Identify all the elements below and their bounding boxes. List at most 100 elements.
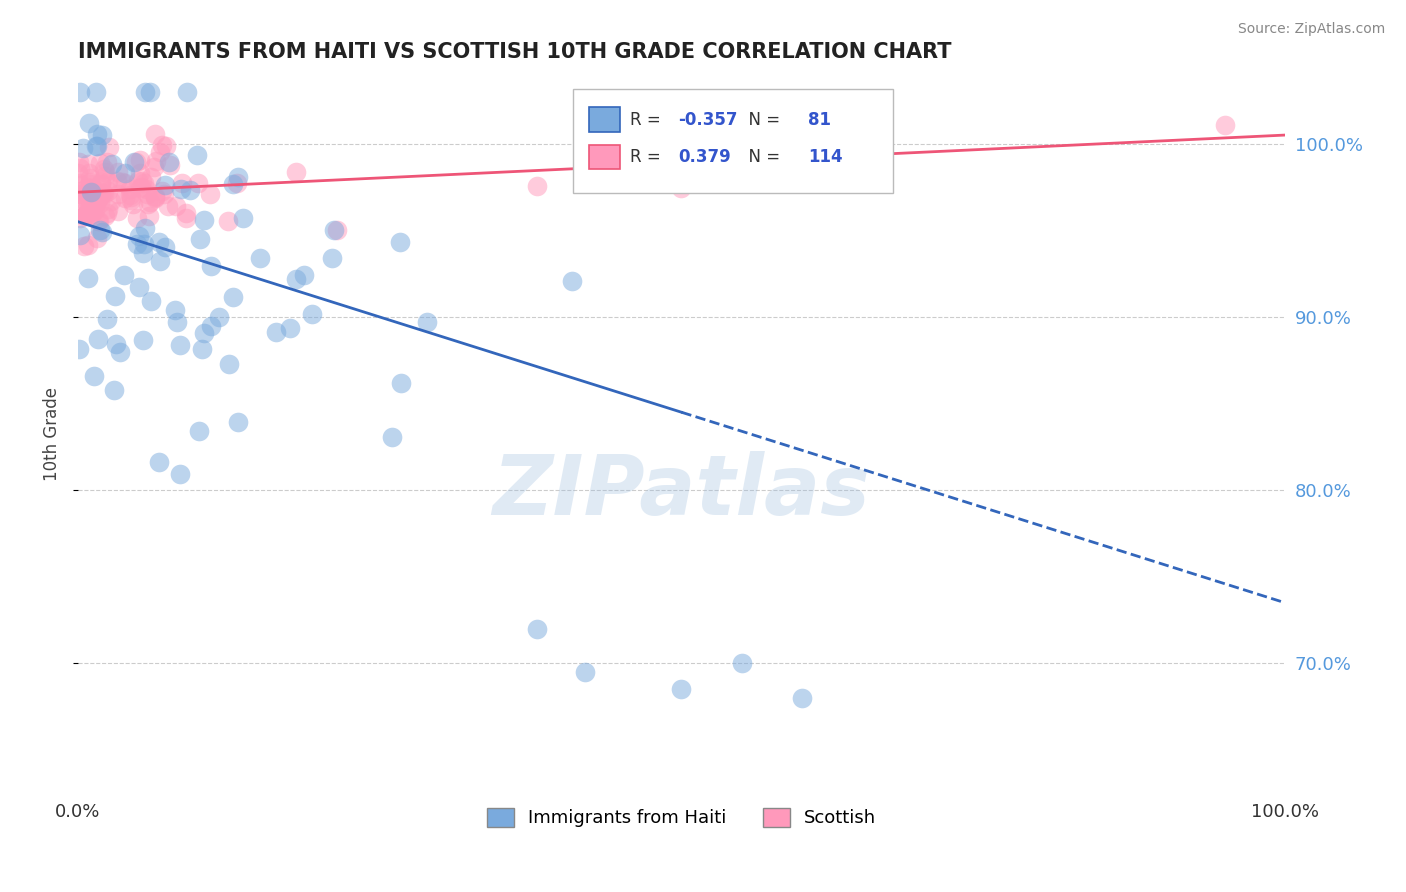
- Point: [77, 186, 100, 201]
- Point: [526, 622, 548, 636]
- Point: [170, 181, 193, 195]
- Point: [108, 344, 131, 359]
- Point: [97, 174, 120, 188]
- FancyBboxPatch shape: [589, 145, 620, 169]
- Point: [89, 156, 111, 170]
- Point: [80, 203, 103, 218]
- Point: [89, 222, 111, 236]
- Point: [84, 139, 107, 153]
- Point: [93, 165, 115, 179]
- Point: [278, 321, 301, 335]
- Text: N =: N =: [738, 148, 786, 166]
- Point: [174, 211, 197, 226]
- Point: [222, 290, 245, 304]
- Point: [91, 128, 114, 143]
- Point: [134, 85, 156, 99]
- Point: [72, 140, 94, 154]
- Point: [90, 187, 112, 202]
- Point: [389, 376, 412, 390]
- Point: [169, 467, 191, 481]
- Point: [143, 127, 166, 141]
- Point: [67, 178, 90, 193]
- Point: [136, 186, 159, 201]
- Point: [77, 166, 100, 180]
- Point: [139, 169, 162, 184]
- Point: [323, 223, 346, 237]
- Point: [139, 195, 162, 210]
- Point: [125, 155, 148, 169]
- Point: [129, 165, 152, 179]
- Point: [145, 189, 167, 203]
- Point: [222, 177, 245, 191]
- Text: R =: R =: [630, 111, 665, 128]
- Point: [321, 252, 343, 266]
- Point: [148, 235, 170, 250]
- Point: [122, 154, 145, 169]
- Point: [149, 254, 172, 268]
- Point: [671, 682, 693, 697]
- Point: [120, 188, 142, 202]
- Point: [75, 207, 97, 221]
- Y-axis label: 10th Grade: 10th Grade: [44, 387, 60, 481]
- Point: [150, 137, 173, 152]
- Point: [77, 204, 100, 219]
- Text: IMMIGRANTS FROM HAITI VS SCOTTISH 10TH GRADE CORRELATION CHART: IMMIGRANTS FROM HAITI VS SCOTTISH 10TH G…: [77, 42, 952, 62]
- Point: [671, 180, 693, 194]
- Point: [165, 199, 187, 213]
- Point: [792, 691, 814, 706]
- Point: [94, 169, 117, 184]
- Point: [416, 315, 439, 329]
- Point: [67, 176, 90, 190]
- Point: [75, 207, 97, 221]
- Point: [73, 239, 96, 253]
- Point: [86, 127, 108, 141]
- Point: [226, 415, 249, 429]
- Point: [114, 176, 136, 190]
- Point: [97, 202, 120, 217]
- Point: [87, 213, 110, 227]
- FancyBboxPatch shape: [589, 108, 620, 132]
- Point: [122, 197, 145, 211]
- Point: [83, 369, 105, 384]
- Point: [157, 154, 180, 169]
- Point: [67, 342, 90, 356]
- Point: [292, 268, 315, 282]
- Point: [104, 337, 127, 351]
- Text: 0.379: 0.379: [678, 148, 731, 166]
- Point: [226, 169, 249, 184]
- Point: [200, 318, 222, 333]
- Point: [218, 358, 240, 372]
- Point: [301, 307, 323, 321]
- Point: [114, 166, 136, 180]
- Point: [125, 211, 148, 225]
- Point: [128, 280, 150, 294]
- Point: [148, 455, 170, 469]
- Point: [77, 238, 100, 252]
- Point: [87, 332, 110, 346]
- Point: [143, 189, 166, 203]
- Point: [731, 657, 754, 671]
- FancyBboxPatch shape: [572, 89, 893, 193]
- Point: [72, 192, 94, 206]
- Point: [188, 232, 211, 246]
- Point: [96, 154, 118, 169]
- Point: [79, 171, 101, 186]
- Point: [79, 175, 101, 189]
- Point: [114, 191, 136, 205]
- Point: [89, 196, 111, 211]
- Point: [73, 189, 96, 203]
- Point: [80, 207, 103, 221]
- Point: [79, 209, 101, 223]
- Point: [217, 214, 239, 228]
- Point: [69, 161, 91, 176]
- Text: ZIPatlas: ZIPatlas: [492, 450, 870, 532]
- Text: -0.357: -0.357: [678, 111, 737, 128]
- Point: [1213, 118, 1236, 132]
- Point: [107, 165, 129, 179]
- Point: [166, 315, 188, 329]
- Point: [70, 184, 93, 198]
- Point: [193, 213, 215, 227]
- Point: [150, 184, 173, 198]
- Point: [84, 85, 107, 99]
- Point: [186, 148, 208, 162]
